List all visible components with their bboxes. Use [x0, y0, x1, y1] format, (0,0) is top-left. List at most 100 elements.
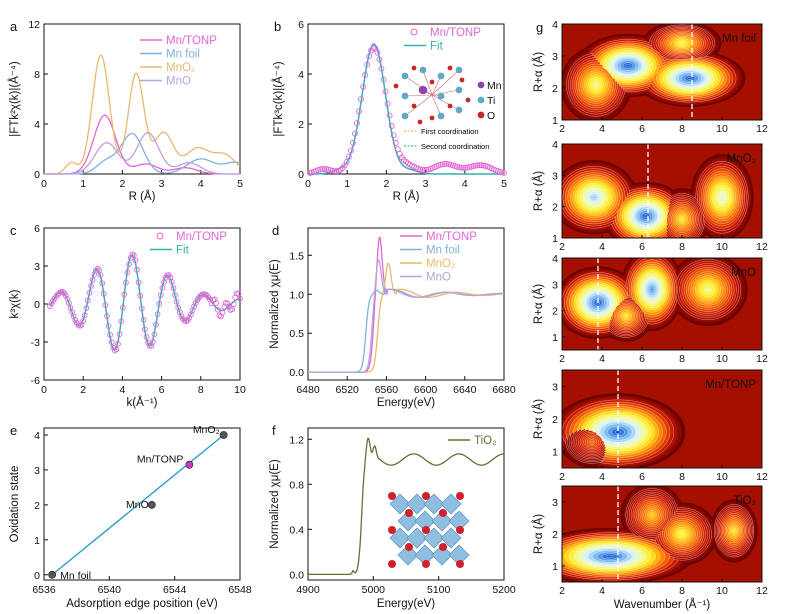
x-tick-label: 8: [198, 384, 204, 396]
contour-band: [650, 513, 654, 517]
oxygen-atom: [388, 526, 396, 534]
x-tick-label: 12: [756, 471, 768, 483]
panel-label-b: b: [274, 19, 281, 34]
x-tick-label: 5: [501, 178, 507, 190]
y-tick-label: 2: [552, 414, 558, 426]
data-point: [157, 292, 164, 298]
panel-c-frame: [43, 227, 241, 381]
data-point: [347, 147, 354, 154]
x-tick-label: 10: [716, 353, 728, 365]
point-label: MnO: [126, 499, 149, 511]
y-tick-label: 0: [34, 299, 40, 311]
panel-b-frame: [307, 23, 505, 175]
x-axis-label: Energy(eV): [377, 397, 435, 409]
y-tick-label: 3: [552, 279, 558, 291]
oxygen-atom: [439, 543, 447, 551]
legend-entry: Fit: [430, 41, 444, 53]
data-point: [89, 277, 96, 283]
data-point: [154, 311, 161, 317]
y-axis-label: R+α (Å): [532, 399, 545, 439]
data-point: [123, 279, 129, 286]
point-label: MnO₂: [193, 424, 220, 436]
wavelet-map-2: [562, 258, 762, 350]
series-2-line: [308, 262, 505, 373]
y-axis-label: R+α (Å): [532, 171, 545, 211]
x-tick-label: 8: [679, 353, 685, 365]
data-point: [178, 313, 185, 319]
octahedron: [431, 544, 453, 566]
linear-fit-line: [51, 434, 225, 576]
oxygen-atom: [422, 492, 430, 500]
legend-entry: MnO: [166, 76, 191, 88]
x-tick-label: 4: [599, 241, 605, 253]
series-3-line: [44, 132, 240, 175]
y-axis-label: R+α (Å): [532, 284, 545, 324]
x-tick-label: 12: [756, 241, 768, 253]
x-tick-label: 6480: [296, 384, 320, 396]
data-point: [137, 292, 144, 299]
map-frame: [561, 143, 763, 239]
x-tick-label: 3: [423, 178, 429, 190]
octahedron: [406, 527, 428, 549]
data-point: [126, 261, 132, 267]
data-point: [121, 291, 128, 298]
x-tick-label: 2: [119, 178, 125, 190]
data-point: [211, 296, 218, 303]
contour-band: [732, 529, 736, 533]
x-tick-label: 6: [639, 353, 645, 365]
x-axis-label: Energy(eV): [377, 598, 435, 610]
x-tick-label: 6640: [453, 384, 477, 396]
oxygen-atom: [447, 103, 453, 109]
contour-band: [624, 314, 628, 318]
mn-tonp-points: [47, 251, 243, 354]
data-point: [85, 297, 91, 304]
x-tick-label: 8: [679, 471, 685, 483]
data-point: [100, 290, 107, 297]
oxygen-atom: [405, 509, 413, 517]
y-tick-label: 0.0: [289, 569, 304, 581]
data-point: [358, 96, 364, 103]
map-title: MnO₂: [727, 153, 756, 165]
legend-entry: Mn/TONP: [166, 35, 217, 47]
contour-band: [680, 42, 684, 45]
x-axis-label: Wavenumber (Å⁻¹): [614, 598, 711, 611]
y-tick-label: 1.0: [289, 289, 304, 301]
data-point: [83, 305, 90, 312]
panel-label-e: e: [10, 423, 17, 438]
x-tick-label: 6536: [32, 584, 56, 596]
data-point: [110, 344, 117, 351]
ti-atom: [455, 66, 463, 74]
y-tick-label: 2: [552, 83, 558, 95]
data-point: [151, 331, 158, 338]
data-point: [192, 300, 199, 306]
data-point: [156, 301, 163, 307]
x-tick-label: 0: [305, 178, 311, 190]
x-tick-label: 1: [344, 178, 350, 190]
data-point: [384, 100, 391, 107]
data-point: [362, 72, 369, 78]
data-point: [96, 267, 102, 274]
legend-entry: Mn foil: [426, 245, 460, 257]
data-point: [319, 166, 326, 173]
inset-legend-label: Second coordination: [421, 142, 489, 151]
tio2-line: [308, 437, 504, 576]
y-tick-label: 1: [552, 561, 558, 573]
oxygen-atom: [456, 560, 464, 568]
x-axis-label: R (Å): [393, 190, 420, 203]
y-tick-label: 0: [34, 169, 40, 181]
data-point: [460, 164, 467, 171]
y-tick-label: 1: [34, 535, 40, 547]
data-point: [386, 112, 393, 119]
point-label: Mn foil: [60, 570, 91, 582]
data-point: [113, 346, 120, 353]
oxygen-atom: [429, 79, 435, 85]
x-tick-label: 2: [559, 471, 565, 483]
legend-entry: MnO₂: [426, 258, 455, 270]
y-tick-label: 1: [552, 233, 558, 245]
inset-legend-dot: [477, 111, 485, 119]
data-point: [119, 304, 126, 311]
data-point: [356, 108, 362, 115]
data-point: [441, 160, 448, 167]
y-tick-label: 4: [552, 139, 558, 151]
y-axis-label: R+α (Å): [532, 52, 545, 92]
